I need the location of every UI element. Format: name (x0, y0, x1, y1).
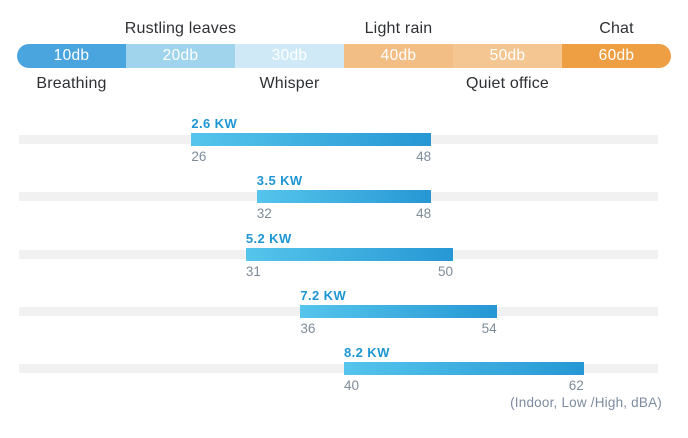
db-scale-captions-above: Rustling leaves Light rain Chat (17, 12, 671, 44)
noise-range-row-7-2-kw: 7.2 KW 36 54 (17, 288, 671, 345)
noise-range-row-2-6-kw: 2.6 KW 26 48 (17, 116, 671, 173)
noise-range-rows: 2.6 KW 26 48 3.5 KW 32 48 5.2 KW 31 50 7.2 KW 36 54… (17, 116, 671, 402)
noise-range-row-8-2-kw: 8.2 KW 40 62 (17, 345, 671, 402)
noise-range-row-3-5-kw: 3.5 KW 32 48 (17, 173, 671, 230)
noise-range-row-5-2-kw: 5.2 KW 31 50 (17, 231, 671, 288)
capacity-label: 3.5 KW (256, 173, 303, 189)
db-caption-light-rain: Light rain (364, 20, 433, 37)
range-track (19, 364, 658, 374)
db-segment-30db: 30db (235, 44, 344, 68)
db-segment-60db: 60db (562, 44, 671, 68)
db-caption-rustling-leaves: Rustling leaves (124, 20, 237, 37)
range-bar (300, 304, 497, 318)
capacity-label: 2.6 KW (191, 116, 238, 131)
db-segment-20db: 20db (126, 44, 235, 68)
db-caption-chat: Chat (599, 20, 634, 37)
low-value: 26 (191, 149, 207, 164)
db-caption-whisper: Whisper (259, 75, 320, 92)
capacity-label: 7.2 KW (300, 287, 347, 303)
high-value: 54 (481, 320, 497, 336)
high-value: 48 (416, 149, 432, 164)
db-caption-quiet-office: Quiet office (465, 75, 550, 92)
range-bar (245, 247, 453, 261)
db-caption-breathing: Breathing (36, 75, 107, 92)
low-value: 32 (256, 206, 272, 222)
range-bar (344, 362, 584, 376)
db-segment-10db: 10db (17, 44, 126, 68)
high-value: 48 (416, 206, 432, 222)
low-value: 40 (344, 378, 360, 394)
db-segment-50db: 50db (453, 44, 562, 68)
high-value: 62 (568, 378, 584, 394)
capacity-label: 8.2 KW (344, 345, 390, 361)
db-scale-bar: 10db 20db 30db 40db 50db 60db (17, 44, 671, 68)
footnote: (Indoor, Low /High, dBA) (510, 395, 662, 410)
db-scale-captions-below: Breathing Whisper Quiet office (17, 68, 671, 98)
db-scale: Rustling leaves Light rain Chat 10db 20db 30… (17, 12, 671, 98)
low-value: 36 (300, 320, 316, 336)
low-value: 31 (245, 263, 261, 279)
range-bar (191, 133, 432, 146)
capacity-label: 5.2 KW (245, 230, 292, 246)
high-value: 50 (437, 263, 453, 279)
db-segment-40db: 40db (344, 44, 453, 68)
range-bar (256, 190, 432, 204)
